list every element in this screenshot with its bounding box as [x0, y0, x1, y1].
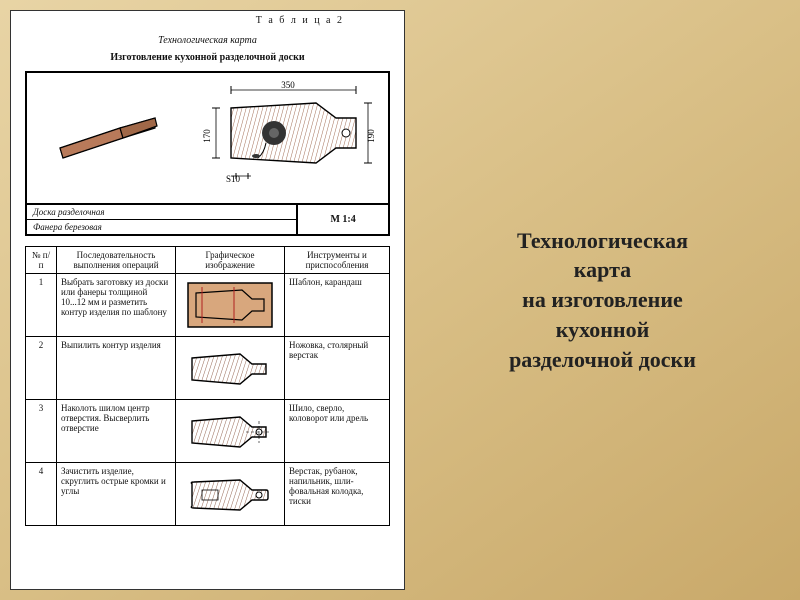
- cell-num: 4: [26, 463, 57, 526]
- dim-width-top: 170: [202, 129, 212, 143]
- cell-tool: Шило, сверло, коловорот или дрель: [285, 400, 390, 463]
- cell-tool: Верстак, рубанок, напильник, шли­фовальн…: [285, 463, 390, 526]
- cell-op: Выпилить контур изделия: [57, 337, 176, 400]
- doc-title: Технологическая карта: [11, 35, 404, 46]
- title-line: разделочной доски: [509, 345, 696, 375]
- title-line: на изготовление: [509, 285, 696, 315]
- cell-num: 2: [26, 337, 57, 400]
- cell-op: Выбрать заготовку из доски или фа­неры т…: [57, 274, 176, 337]
- slide-title-block: Технологическая карта на изготовление ку…: [405, 0, 800, 600]
- title-line: кухонной: [509, 315, 696, 345]
- title-line: карта: [509, 255, 696, 285]
- cell-img: [176, 463, 285, 526]
- cell-num: 3: [26, 400, 57, 463]
- board-topview-icon: 350 170: [196, 78, 376, 198]
- meta-material: Фанера березовая: [27, 220, 296, 234]
- cell-img: [176, 274, 285, 337]
- technical-document: Т а б л и ц а 2 Технологическая карта Из…: [10, 10, 405, 590]
- col-tool: Инструменты и приспособления: [285, 247, 390, 274]
- dim-width-bottom: 190: [366, 129, 376, 143]
- table-row: 1 Выбрать заготовку из доски или фа­неры…: [26, 274, 390, 337]
- meta-scale: М 1:4: [296, 205, 388, 234]
- cell-op: Зачистить изде­лие, скруглить острые кро…: [57, 463, 176, 526]
- cell-tool: Ножовка, столяр­ный верстак: [285, 337, 390, 400]
- operations-table: № п/п Последователь­ность выполнения опе…: [25, 246, 390, 526]
- dim-thickness: S10: [226, 174, 241, 184]
- table-row: 4 Зачистить изде­лие, скруглить острые к…: [26, 463, 390, 526]
- doc-subtitle: Изготовление кухонной разделочной доски: [11, 52, 404, 63]
- cell-img: [176, 400, 285, 463]
- cell-img: [176, 337, 285, 400]
- technical-drawing: 350 170: [25, 71, 390, 205]
- col-op: Последователь­ность выполнения операций: [57, 247, 176, 274]
- cell-op: Наколоть шилом центр отверстия. Высверли…: [57, 400, 176, 463]
- col-img: Графическое изображение: [176, 247, 285, 274]
- title-line: Технологическая: [509, 226, 696, 256]
- drawing-meta: Доска разделочная Фанера березовая М 1:4: [25, 205, 390, 236]
- col-num: № п/п: [26, 247, 57, 274]
- dim-length: 350: [281, 80, 295, 90]
- meta-name: Доска разделочная: [27, 205, 296, 220]
- board-isometric-icon: [45, 93, 165, 183]
- cell-num: 1: [26, 274, 57, 337]
- cell-tool: Шаблон, каран­даш: [285, 274, 390, 337]
- table-row: 3 Наколоть шилом центр отверстия. Высвер…: [26, 400, 390, 463]
- table-row: 2 Выпилить контур изделия Ножовка, столя…: [26, 337, 390, 400]
- table-number: Т а б л и ц а 2: [256, 15, 344, 26]
